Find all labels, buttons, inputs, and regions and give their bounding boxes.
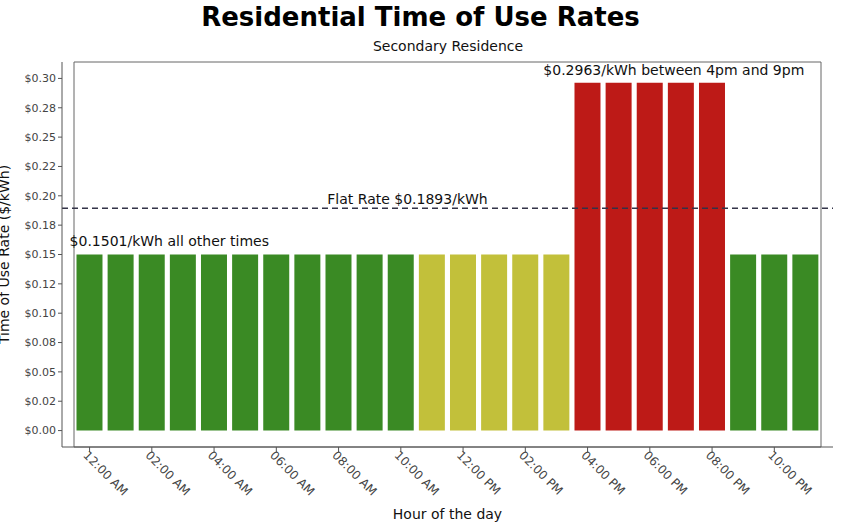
svg-text:$0.2963/kWh between 4pm and 9p: $0.2963/kWh between 4pm and 9pm (543, 62, 804, 78)
svg-text:10:00 AM: 10:00 AM (392, 448, 442, 498)
svg-text:06:00 AM: 06:00 AM (267, 448, 317, 498)
html-text:Secondary Residence: Secondary Residence (372, 38, 524, 54)
svg-text:Flat Rate $0.1893/kWh: Flat Rate $0.1893/kWh (327, 191, 487, 207)
svg-text:08:00 PM: 08:00 PM (703, 448, 752, 497)
svg-text:04:00 PM: 04:00 PM (578, 448, 627, 497)
svg-text:$0.02: $0.02 (25, 395, 57, 408)
svg-text:02:00 AM: 02:00 AM (143, 448, 193, 498)
svg-text:$0.05: $0.05 (25, 366, 57, 379)
svg-text:$0.25: $0.25 (25, 131, 57, 144)
svg-text:08:00 AM: 08:00 AM (329, 448, 379, 498)
svg-text:12:00 PM: 12:00 PM (454, 448, 503, 497)
svg-text:$0.30: $0.30 (25, 72, 57, 85)
svg-text:$0.08: $0.08 (25, 336, 57, 349)
svg-text:02:00 PM: 02:00 PM (516, 448, 565, 497)
svg-text:Time of Use Rate ($/kWh): Time of Use Rate ($/kWh) (8, 165, 12, 345)
svg-text:$0.1501/kWh all other times: $0.1501/kWh all other times (70, 233, 269, 249)
svg-text:$0.10: $0.10 (25, 307, 57, 320)
svg-text:$0.28: $0.28 (25, 102, 57, 115)
svg-text:$0.12: $0.12 (25, 278, 57, 291)
svg-text:10:00 PM: 10:00 PM (765, 448, 814, 497)
svg-text:$0.22: $0.22 (25, 160, 57, 173)
svg-text:$0.20: $0.20 (25, 190, 57, 203)
svg-text:Hour of the day: Hour of the day (393, 506, 502, 522)
svg-text:06:00 PM: 06:00 PM (641, 448, 690, 497)
svg-text:$0.15: $0.15 (25, 248, 57, 261)
svg-text:04:00 AM: 04:00 AM (205, 448, 255, 498)
html-text:Residential Time of Use Rates: Residential Time of Use Rates (201, 2, 640, 32)
svg-text:$0.00: $0.00 (25, 424, 57, 437)
svg-text:12:00 AM: 12:00 AM (80, 448, 130, 498)
svg-text:$0.18: $0.18 (25, 219, 57, 232)
